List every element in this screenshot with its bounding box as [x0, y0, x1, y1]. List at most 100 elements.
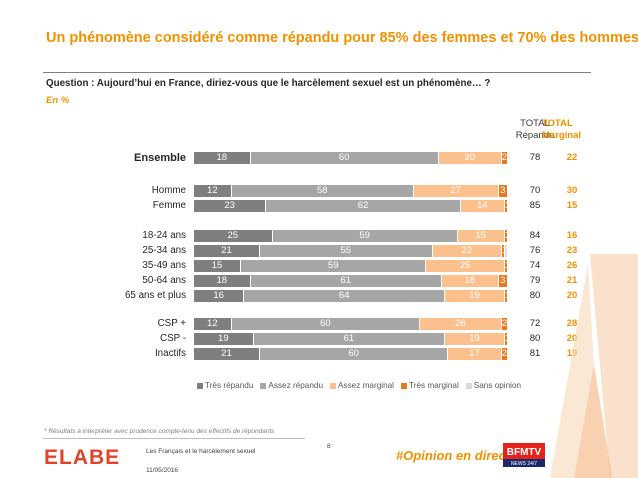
legend-swatch [465, 382, 472, 389]
total-repandu-header-line1: TOTAL [520, 118, 550, 129]
row-label: 35-49 ans [142, 260, 186, 271]
total-marginal-value: 23 [566, 245, 578, 256]
slide-title: Un phénomène considéré comme répandu pou… [46, 30, 638, 46]
stacked-bar: 21 60 17 2 [194, 348, 508, 360]
stacked-bar: 1664191 [194, 290, 508, 302]
row-label: Ensemble [134, 152, 186, 164]
unit-label: En % [46, 95, 70, 106]
bar-segment: 21 [194, 245, 260, 257]
total-repandu-value: 70 [529, 185, 541, 196]
total-repandu-value: 79 [529, 275, 541, 286]
stacked-bar: 2362141 [194, 200, 508, 212]
total-repandu-value: 78 [529, 152, 541, 163]
total-repandu-value: 85 [529, 200, 541, 211]
bar-segment: 1 [501, 245, 505, 257]
bar-segment: 60 [250, 152, 439, 164]
bar-segment: 18 [194, 152, 251, 164]
stacked-bar: 1961191 [194, 333, 508, 345]
row-label: CSP + [157, 318, 186, 329]
bar-segment: 1 [504, 333, 508, 345]
svg-text:BFMTV: BFMTV [507, 447, 542, 458]
chart-legend: Très répandu Assez répandu Assez marginal T… [197, 381, 521, 390]
bar-segment: 14 [460, 200, 505, 212]
total-marginal-header-line2: Marginal [542, 130, 582, 141]
bar-segment: 22 [432, 245, 502, 257]
row-label: 18-24 ans [142, 230, 186, 241]
bar-segment: 1 [504, 245, 508, 257]
bar-segment: 60 [259, 348, 449, 360]
total-marginal-value: 20 [566, 333, 578, 344]
legend-swatch [401, 382, 408, 389]
total-repandu-header-line2: Répandu [515, 130, 555, 141]
stacked-bar: 12 58 27 3 [194, 185, 508, 197]
bar-segment: 16 [194, 290, 245, 302]
footnote-divider [43, 438, 305, 439]
legend-label: Très répandu [205, 381, 254, 390]
legend-label: Très marginal [409, 381, 459, 390]
bar-segment: 58 [231, 185, 414, 197]
legend-item: Assez marginal [330, 381, 394, 390]
study-date: 11/05/2016 [146, 467, 179, 474]
bar-segment: 59 [241, 260, 427, 272]
bar-segment: 1 [504, 290, 508, 302]
bar-segment: 2 [501, 318, 508, 330]
page-number: 8 [327, 443, 331, 450]
total-marginal-value: 21 [566, 275, 578, 286]
hashtag: #Opinion en direct [396, 448, 511, 463]
bfmtv-logo: BFMTV NEWS 24/7 [503, 443, 545, 467]
footnote: * Résultats à interpréter avec prudence … [44, 428, 275, 435]
bar-segment: 1 [504, 230, 508, 242]
total-repandu-value: 72 [529, 318, 541, 329]
bar-segment: 19 [194, 333, 254, 345]
row-label: 65 ans et plus [124, 290, 186, 301]
row-label: Homme [151, 185, 186, 196]
total-repandu-value: 80 [529, 290, 541, 301]
total-repandu-value: 76 [529, 245, 541, 256]
bar-segment: 17 [448, 348, 502, 360]
legend-label: Assez marginal [338, 381, 395, 390]
bar-segment: 59 [272, 230, 458, 242]
legend-swatch [260, 382, 267, 389]
row-label: 25-34 ans [142, 245, 186, 256]
legend-swatch [330, 382, 337, 389]
bar-segment: 1 [504, 260, 508, 272]
bar-segment: 18 [442, 275, 499, 287]
bar-segment: 15 [194, 260, 242, 272]
bar-segment: 12 [194, 318, 232, 330]
bar-segment: 18 [194, 275, 251, 287]
stacked-bar: 21552211 [194, 245, 508, 257]
total-marginal-value: 15 [566, 200, 578, 211]
bar-segment: 25 [194, 230, 273, 242]
bar-segment: 26 [420, 318, 502, 330]
stacked-bar: 12 60 26 2 [194, 318, 508, 330]
bar-segment: 61 [253, 333, 446, 345]
stacked-bar: 18 61 18 3 [194, 275, 508, 287]
question-text: Question : Aujourd’hui en France, diriez… [46, 78, 491, 89]
row-label: Inactifs [154, 348, 186, 359]
bar-segment: 19 [445, 333, 505, 345]
bar-segment: 12 [194, 185, 232, 197]
total-marginal-value: 28 [566, 318, 578, 329]
bar-segment: 3 [498, 185, 508, 197]
bar-segment: 64 [244, 290, 446, 302]
total-marginal-value: 19 [566, 348, 578, 359]
bar-segment: 20 [438, 152, 502, 164]
bar-segment: 61 [250, 275, 443, 287]
legend-item: Assez répandu [260, 381, 323, 390]
elabe-decoration-shape [550, 254, 638, 478]
bar-segment: 19 [445, 290, 505, 302]
bar-segment: 25 [426, 260, 505, 272]
bar-segment: 2 [501, 152, 508, 164]
row-label: CSP - [160, 333, 186, 344]
legend-swatch [197, 382, 203, 389]
total-repandu-value: 74 [529, 260, 541, 271]
bar-segment: 27 [413, 185, 499, 197]
row-label: Femme [152, 200, 186, 211]
total-marginal-value: 26 [566, 260, 578, 271]
svg-text:NEWS 24/7: NEWS 24/7 [511, 461, 537, 467]
total-marginal-value: 22 [566, 152, 578, 163]
legend-label: Sans opinion [473, 381, 522, 390]
legend-label: Assez répandu [268, 381, 324, 390]
bar-segment: 62 [266, 200, 461, 212]
bar-segment: 2 [501, 348, 508, 360]
